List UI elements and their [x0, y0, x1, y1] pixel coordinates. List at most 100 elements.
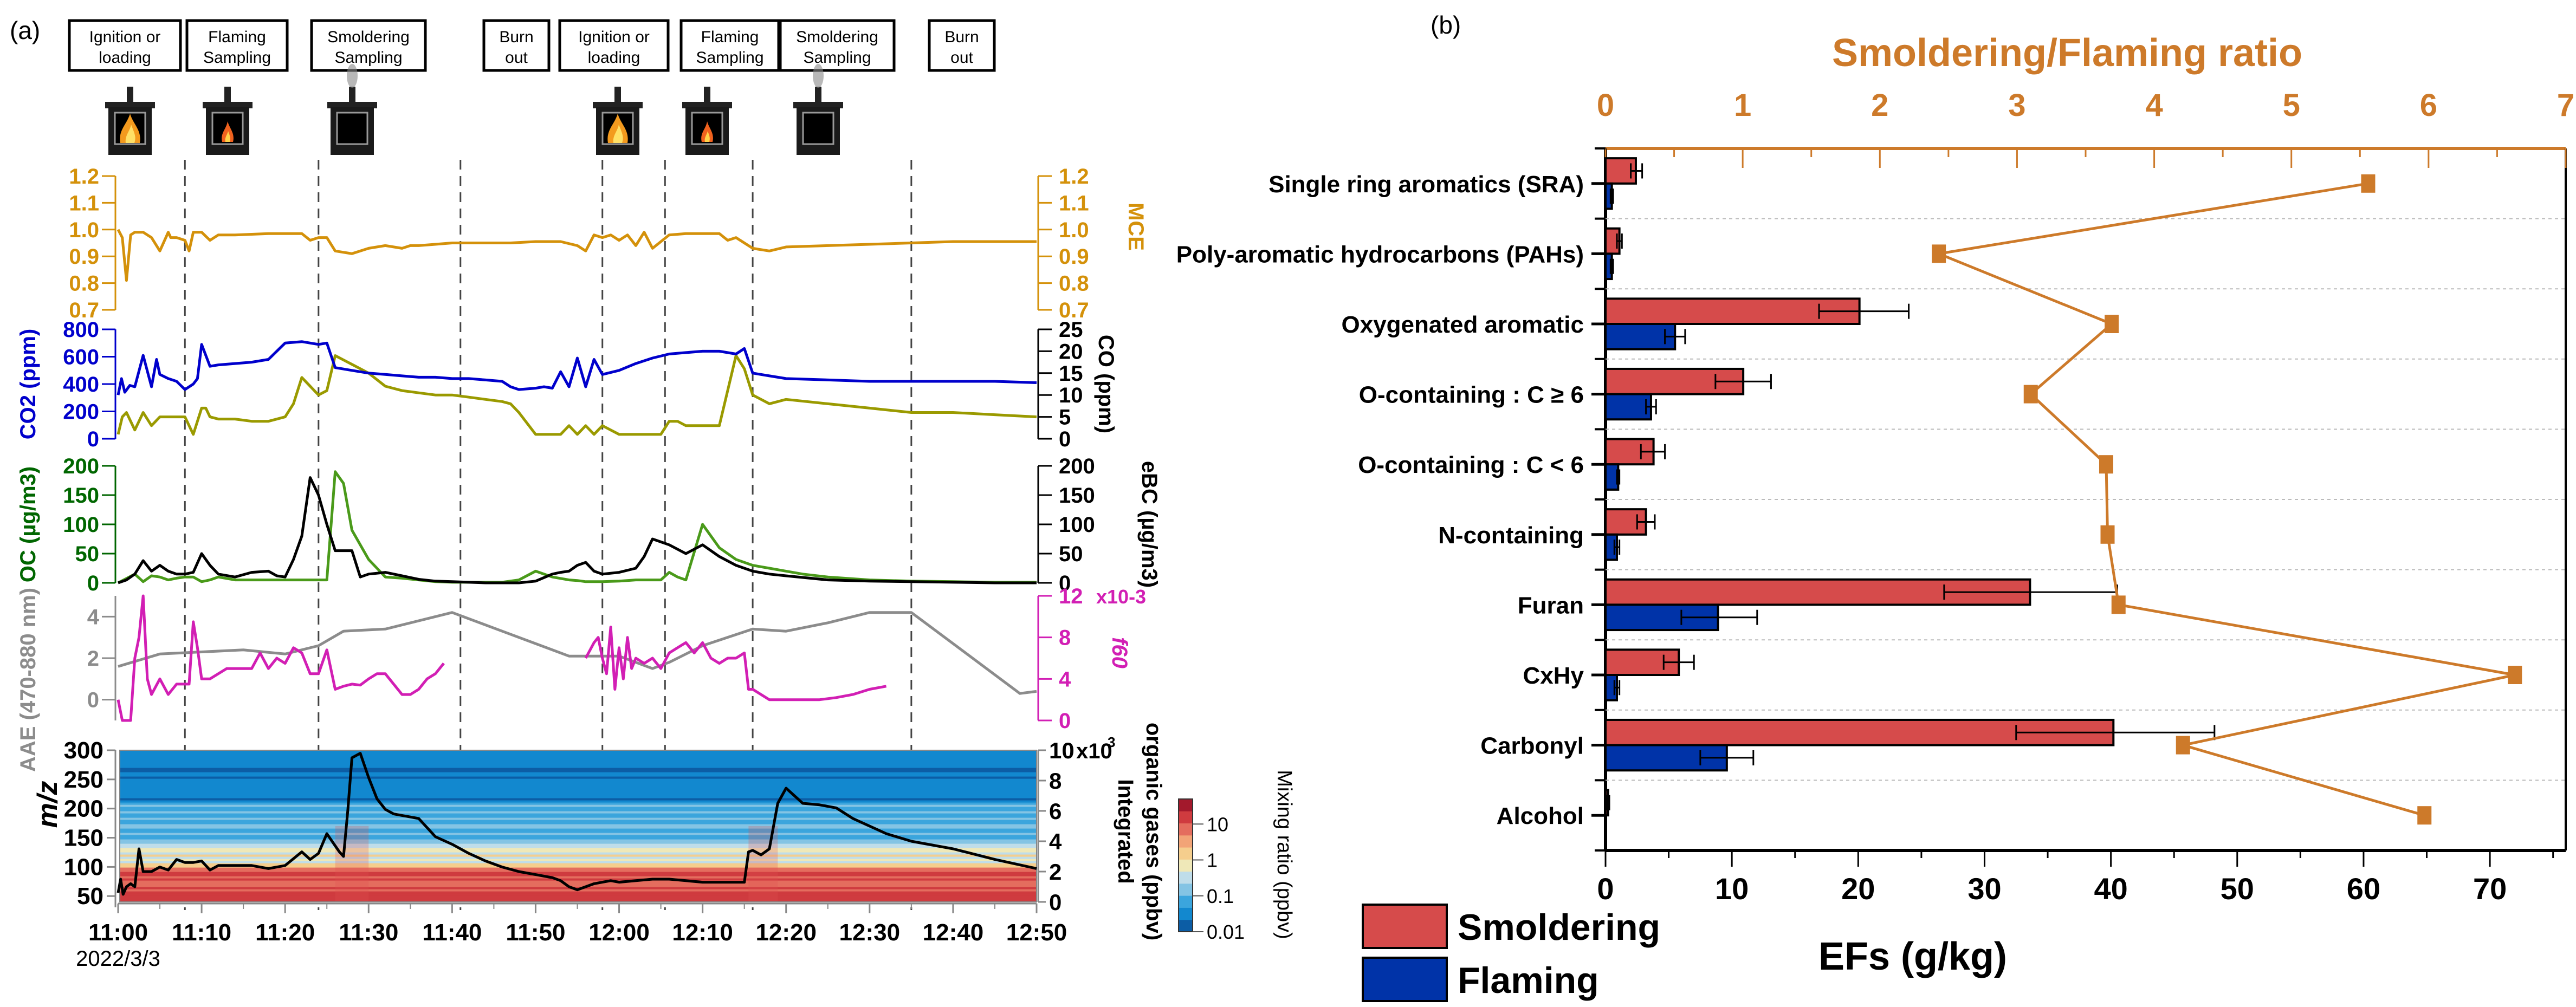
mce-left-axis-tick-label: 1.2 [69, 165, 99, 189]
heatmap-row [120, 807, 1037, 809]
ebc-axis-tick-label: 150 [1059, 484, 1095, 508]
heatmap-row [120, 813, 1037, 816]
timeseries-panels: 0.70.80.91.01.11.20.70.80.91.01.11.2MCE0… [16, 165, 1161, 772]
category-label: Alcohol [1497, 803, 1584, 829]
heatmap-row [120, 850, 1037, 853]
heatmap-row [120, 895, 1037, 898]
ebc-axis-tick-label: 100 [1059, 513, 1095, 537]
ef-tick-label: 40 [2094, 872, 2127, 906]
heatmap-row [120, 787, 1037, 790]
stove-top [593, 102, 643, 108]
f60-axis-tick-label: 12 [1059, 584, 1083, 608]
ef-tick-label: 60 [2347, 872, 2380, 906]
time-tick-label: 12:30 [839, 919, 901, 946]
ratio-marker [2105, 315, 2119, 333]
igo-multiplier: x10 [1076, 739, 1112, 763]
category-label: O-containing : C ≥ 6 [1359, 382, 1584, 408]
heatmap-row [120, 856, 1037, 859]
igo-axis-title-line1: organic gases (ppbv) [1142, 723, 1166, 940]
heatmap-row [120, 867, 1037, 870]
ratio-marker [1932, 244, 1946, 263]
category-row: O-containing : C ≥ 6 [1359, 358, 2566, 421]
colorbar-segment [1179, 799, 1193, 811]
stove-chimney [704, 87, 710, 103]
mz-tick-label: 150 [64, 825, 103, 852]
phase-box [310, 19, 427, 72]
heatmap-row [120, 757, 1037, 759]
heatmap-row [120, 893, 1037, 896]
bar-smoldering [1604, 648, 1680, 676]
igo-tick-label: 8 [1049, 768, 1062, 794]
legend-label-flaming: Flaming [1458, 960, 1599, 1001]
ratio-tick-label: 7 [2557, 88, 2574, 123]
oc-axis-tick-label: 0 [87, 571, 99, 595]
phase-label-line2: out [950, 49, 973, 67]
f60-axis-tick-label: 4 [1059, 667, 1071, 691]
co-axis-tick-label: 20 [1059, 340, 1083, 363]
heatmap-row [120, 852, 1037, 855]
series-mce [116, 229, 1037, 282]
ratio-marker [2508, 666, 2522, 684]
phase-label-line2: Sampling [803, 49, 871, 67]
ratio-tick-label: 6 [2420, 88, 2437, 123]
category-row: N-containing [1438, 498, 2566, 561]
stove-top [327, 102, 377, 108]
aae-axis-tick-label: 4 [87, 605, 100, 629]
mce-right-axis-tick-label: 1.1 [1059, 191, 1089, 215]
stove-icon [682, 87, 732, 155]
heatmap-row [120, 865, 1037, 868]
heatmap-row [120, 796, 1037, 798]
ratio-tick-label: 4 [2145, 88, 2163, 123]
phase-label-line1: Ignition or [578, 28, 650, 46]
mce-left-axis-tick-label: 1.0 [69, 218, 99, 242]
category-row: Carbonyl [1480, 709, 2566, 772]
ratio-marker [2111, 595, 2126, 614]
heatmap-row [120, 859, 1037, 861]
phase-label-line1: Flaming [701, 28, 759, 46]
phase-label-line2: out [505, 49, 528, 67]
stove-icon [105, 87, 155, 155]
category-row: Poly-aromatic hydrocarbons (PAHs) [1176, 217, 2566, 281]
heatmap-row [120, 848, 1037, 850]
legend-swatch-smoldering [1362, 904, 1448, 949]
flame-icon [701, 121, 713, 142]
ef-tick-label: 50 [2221, 872, 2254, 906]
series-co2 [116, 340, 1037, 395]
mce-left-axis-tick-label: 0.8 [69, 272, 99, 296]
mce-right-axis-tick-label: 0.9 [1059, 245, 1089, 269]
colorbar-segment [1179, 895, 1193, 908]
heatmap-frame [119, 750, 1037, 902]
series-f60_second [584, 626, 887, 701]
category-row: Alcohol [1497, 779, 2566, 829]
heatmap-row [120, 828, 1037, 831]
phase-label-line1: Ignition or [89, 28, 161, 46]
heatmap-row [120, 759, 1037, 762]
heatmap-smolder-band [335, 826, 369, 902]
ef-tick-label: 20 [1841, 872, 1875, 906]
time-tick-label: 11:20 [255, 919, 315, 946]
heatmap-row [120, 835, 1037, 837]
phase-label-line2: Sampling [334, 49, 402, 67]
igo-axis-title-line2: Integrated [1114, 779, 1137, 883]
ratio-axis-title: Smoldering/Flaming ratio [1832, 31, 2302, 75]
stove-chimney [614, 87, 621, 103]
phase-5: Flaming Sampling [679, 19, 780, 155]
colorbar-segment [1179, 883, 1193, 896]
heatmap-smolder-band [748, 826, 778, 902]
heatmap-row [120, 783, 1037, 785]
igo-tick-label: 2 [1049, 859, 1062, 885]
stove-top [793, 102, 843, 108]
heatmap-row [120, 846, 1037, 848]
phase-label-line1: Smoldering [327, 28, 410, 46]
flame-core-icon [704, 131, 710, 142]
heatmap-row [120, 876, 1037, 879]
phase-0: Ignition or loading [68, 19, 182, 155]
heatmap-row [120, 882, 1037, 885]
phase-label-line2: loading [99, 49, 151, 67]
f60-axis-title: f60 [1108, 637, 1131, 668]
panel-a: (a) Ignition orloadingFlamingSamplingSmo… [10, 16, 1296, 971]
time-tick-label: 11:10 [172, 919, 231, 946]
heatmap-row [120, 785, 1037, 788]
time-tick-label: 11:00 [88, 919, 148, 946]
